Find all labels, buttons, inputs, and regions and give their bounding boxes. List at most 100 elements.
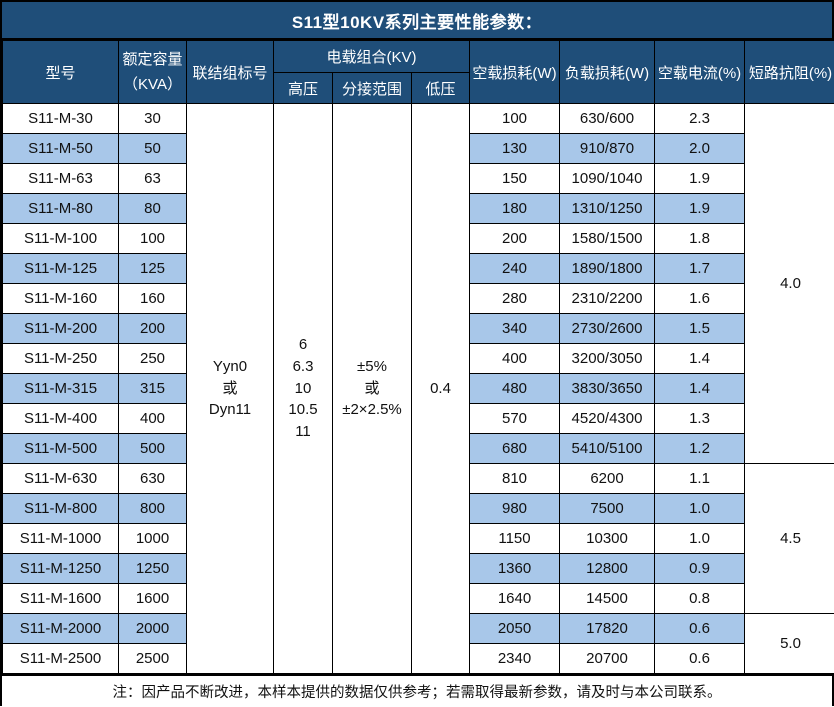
header-low-voltage: 低压 — [412, 73, 470, 104]
cell-rated-capacity: 200 — [119, 314, 187, 344]
cell-no-load-loss: 810 — [470, 464, 560, 494]
cell-rated-capacity: 315 — [119, 374, 187, 404]
transformer-spec-table: 型号 额定容量 （KVA） 联结组标号 电载组合(KV) 空载损耗(W) 负载损… — [2, 40, 834, 674]
cell-tap-range-options: ±5% 或 ±2×2.5% — [333, 104, 412, 674]
cell-load-loss: 12800 — [560, 554, 655, 584]
header-rated-capacity: 额定容量 （KVA） — [119, 41, 187, 104]
cell-no-load-current: 1.3 — [655, 404, 745, 434]
cell-low-voltage: 0.4 — [412, 104, 470, 674]
cell-no-load-current: 1.6 — [655, 284, 745, 314]
cell-model: S11-M-2000 — [3, 614, 119, 644]
cell-no-load-current: 1.2 — [655, 434, 745, 464]
cell-no-load-current: 1.8 — [655, 224, 745, 254]
cell-rated-capacity: 630 — [119, 464, 187, 494]
cell-no-load-loss: 570 — [470, 404, 560, 434]
cell-model: S11-M-400 — [3, 404, 119, 434]
cell-load-loss: 2730/2600 — [560, 314, 655, 344]
cell-model: S11-M-160 — [3, 284, 119, 314]
cell-model: S11-M-80 — [3, 194, 119, 224]
cell-no-load-loss: 2340 — [470, 644, 560, 674]
cell-short-circuit-impedance: 4.5 — [745, 464, 834, 614]
cell-model: S11-M-125 — [3, 254, 119, 284]
cell-no-load-loss: 240 — [470, 254, 560, 284]
cell-short-circuit-impedance: 4.0 — [745, 104, 834, 464]
cell-no-load-loss: 2050 — [470, 614, 560, 644]
cell-no-load-current: 0.6 — [655, 614, 745, 644]
cell-no-load-current: 1.4 — [655, 374, 745, 404]
cell-no-load-current: 2.0 — [655, 134, 745, 164]
cell-model: S11-M-63 — [3, 164, 119, 194]
footer-note: 注：因产品不断改进，本样本提供的数据仅供参考；若需取得最新参数，请及时与本公司联… — [2, 674, 832, 707]
cell-rated-capacity: 63 — [119, 164, 187, 194]
cell-rated-capacity: 1250 — [119, 554, 187, 584]
cell-no-load-loss: 480 — [470, 374, 560, 404]
cell-load-loss: 10300 — [560, 524, 655, 554]
cell-no-load-loss: 200 — [470, 224, 560, 254]
cell-load-loss: 3830/3650 — [560, 374, 655, 404]
cell-short-circuit-impedance: 5.0 — [745, 614, 834, 674]
cell-connection-symbol: Yyn0 或 Dyn11 — [187, 104, 274, 674]
cell-model: S11-M-500 — [3, 434, 119, 464]
cell-no-load-current: 1.4 — [655, 344, 745, 374]
cell-load-loss: 20700 — [560, 644, 655, 674]
cell-load-loss: 17820 — [560, 614, 655, 644]
cell-no-load-current: 1.9 — [655, 164, 745, 194]
cell-no-load-loss: 1360 — [470, 554, 560, 584]
header-tap-range: 分接范围 — [333, 73, 412, 104]
header-no-load-current: 空载电流(%) — [655, 41, 745, 104]
cell-load-loss: 1890/1800 — [560, 254, 655, 284]
cell-rated-capacity: 400 — [119, 404, 187, 434]
cell-high-voltage-options: 6 6.3 10 10.5 11 — [274, 104, 333, 674]
cell-model: S11-M-50 — [3, 134, 119, 164]
cell-model: S11-M-800 — [3, 494, 119, 524]
cell-no-load-current: 1.1 — [655, 464, 745, 494]
cell-no-load-current: 0.8 — [655, 584, 745, 614]
cell-load-loss: 1090/1040 — [560, 164, 655, 194]
cell-model: S11-M-1600 — [3, 584, 119, 614]
cell-no-load-loss: 180 — [470, 194, 560, 224]
cell-no-load-loss: 980 — [470, 494, 560, 524]
header-no-load-loss: 空载损耗(W) — [470, 41, 560, 104]
cell-load-loss: 4520/4300 — [560, 404, 655, 434]
cell-no-load-current: 1.0 — [655, 494, 745, 524]
cell-no-load-loss: 280 — [470, 284, 560, 314]
cell-no-load-loss: 1640 — [470, 584, 560, 614]
cell-rated-capacity: 800 — [119, 494, 187, 524]
cell-load-loss: 1580/1500 — [560, 224, 655, 254]
cell-load-loss: 1310/1250 — [560, 194, 655, 224]
cell-rated-capacity: 125 — [119, 254, 187, 284]
cell-load-loss: 630/600 — [560, 104, 655, 134]
cell-no-load-loss: 340 — [470, 314, 560, 344]
cell-load-loss: 2310/2200 — [560, 284, 655, 314]
cell-rated-capacity: 1600 — [119, 584, 187, 614]
cell-rated-capacity: 2000 — [119, 614, 187, 644]
cell-no-load-current: 1.7 — [655, 254, 745, 284]
cell-model: S11-M-200 — [3, 314, 119, 344]
cell-no-load-loss: 150 — [470, 164, 560, 194]
cell-load-loss: 6200 — [560, 464, 655, 494]
cell-model: S11-M-250 — [3, 344, 119, 374]
header-load-loss: 负载损耗(W) — [560, 41, 655, 104]
header-short-circuit-impedance: 短路抗阻(%) — [745, 41, 834, 104]
cell-model: S11-M-630 — [3, 464, 119, 494]
cell-load-loss: 910/870 — [560, 134, 655, 164]
cell-model: S11-M-30 — [3, 104, 119, 134]
cell-load-loss: 5410/5100 — [560, 434, 655, 464]
cell-rated-capacity: 250 — [119, 344, 187, 374]
cell-model: S11-M-100 — [3, 224, 119, 254]
cell-load-loss: 14500 — [560, 584, 655, 614]
cell-load-loss: 3200/3050 — [560, 344, 655, 374]
cell-no-load-current: 1.5 — [655, 314, 745, 344]
cell-no-load-loss: 1150 — [470, 524, 560, 554]
cell-no-load-loss: 130 — [470, 134, 560, 164]
cell-no-load-loss: 680 — [470, 434, 560, 464]
header-high-voltage: 高压 — [274, 73, 333, 104]
cell-model: S11-M-2500 — [3, 644, 119, 674]
header-model: 型号 — [3, 41, 119, 104]
table-title: S11型10KV系列主要性能参数： — [2, 2, 832, 40]
cell-no-load-current: 0.9 — [655, 554, 745, 584]
table-header: 型号 额定容量 （KVA） 联结组标号 电载组合(KV) 空载损耗(W) 负载损… — [3, 41, 834, 104]
